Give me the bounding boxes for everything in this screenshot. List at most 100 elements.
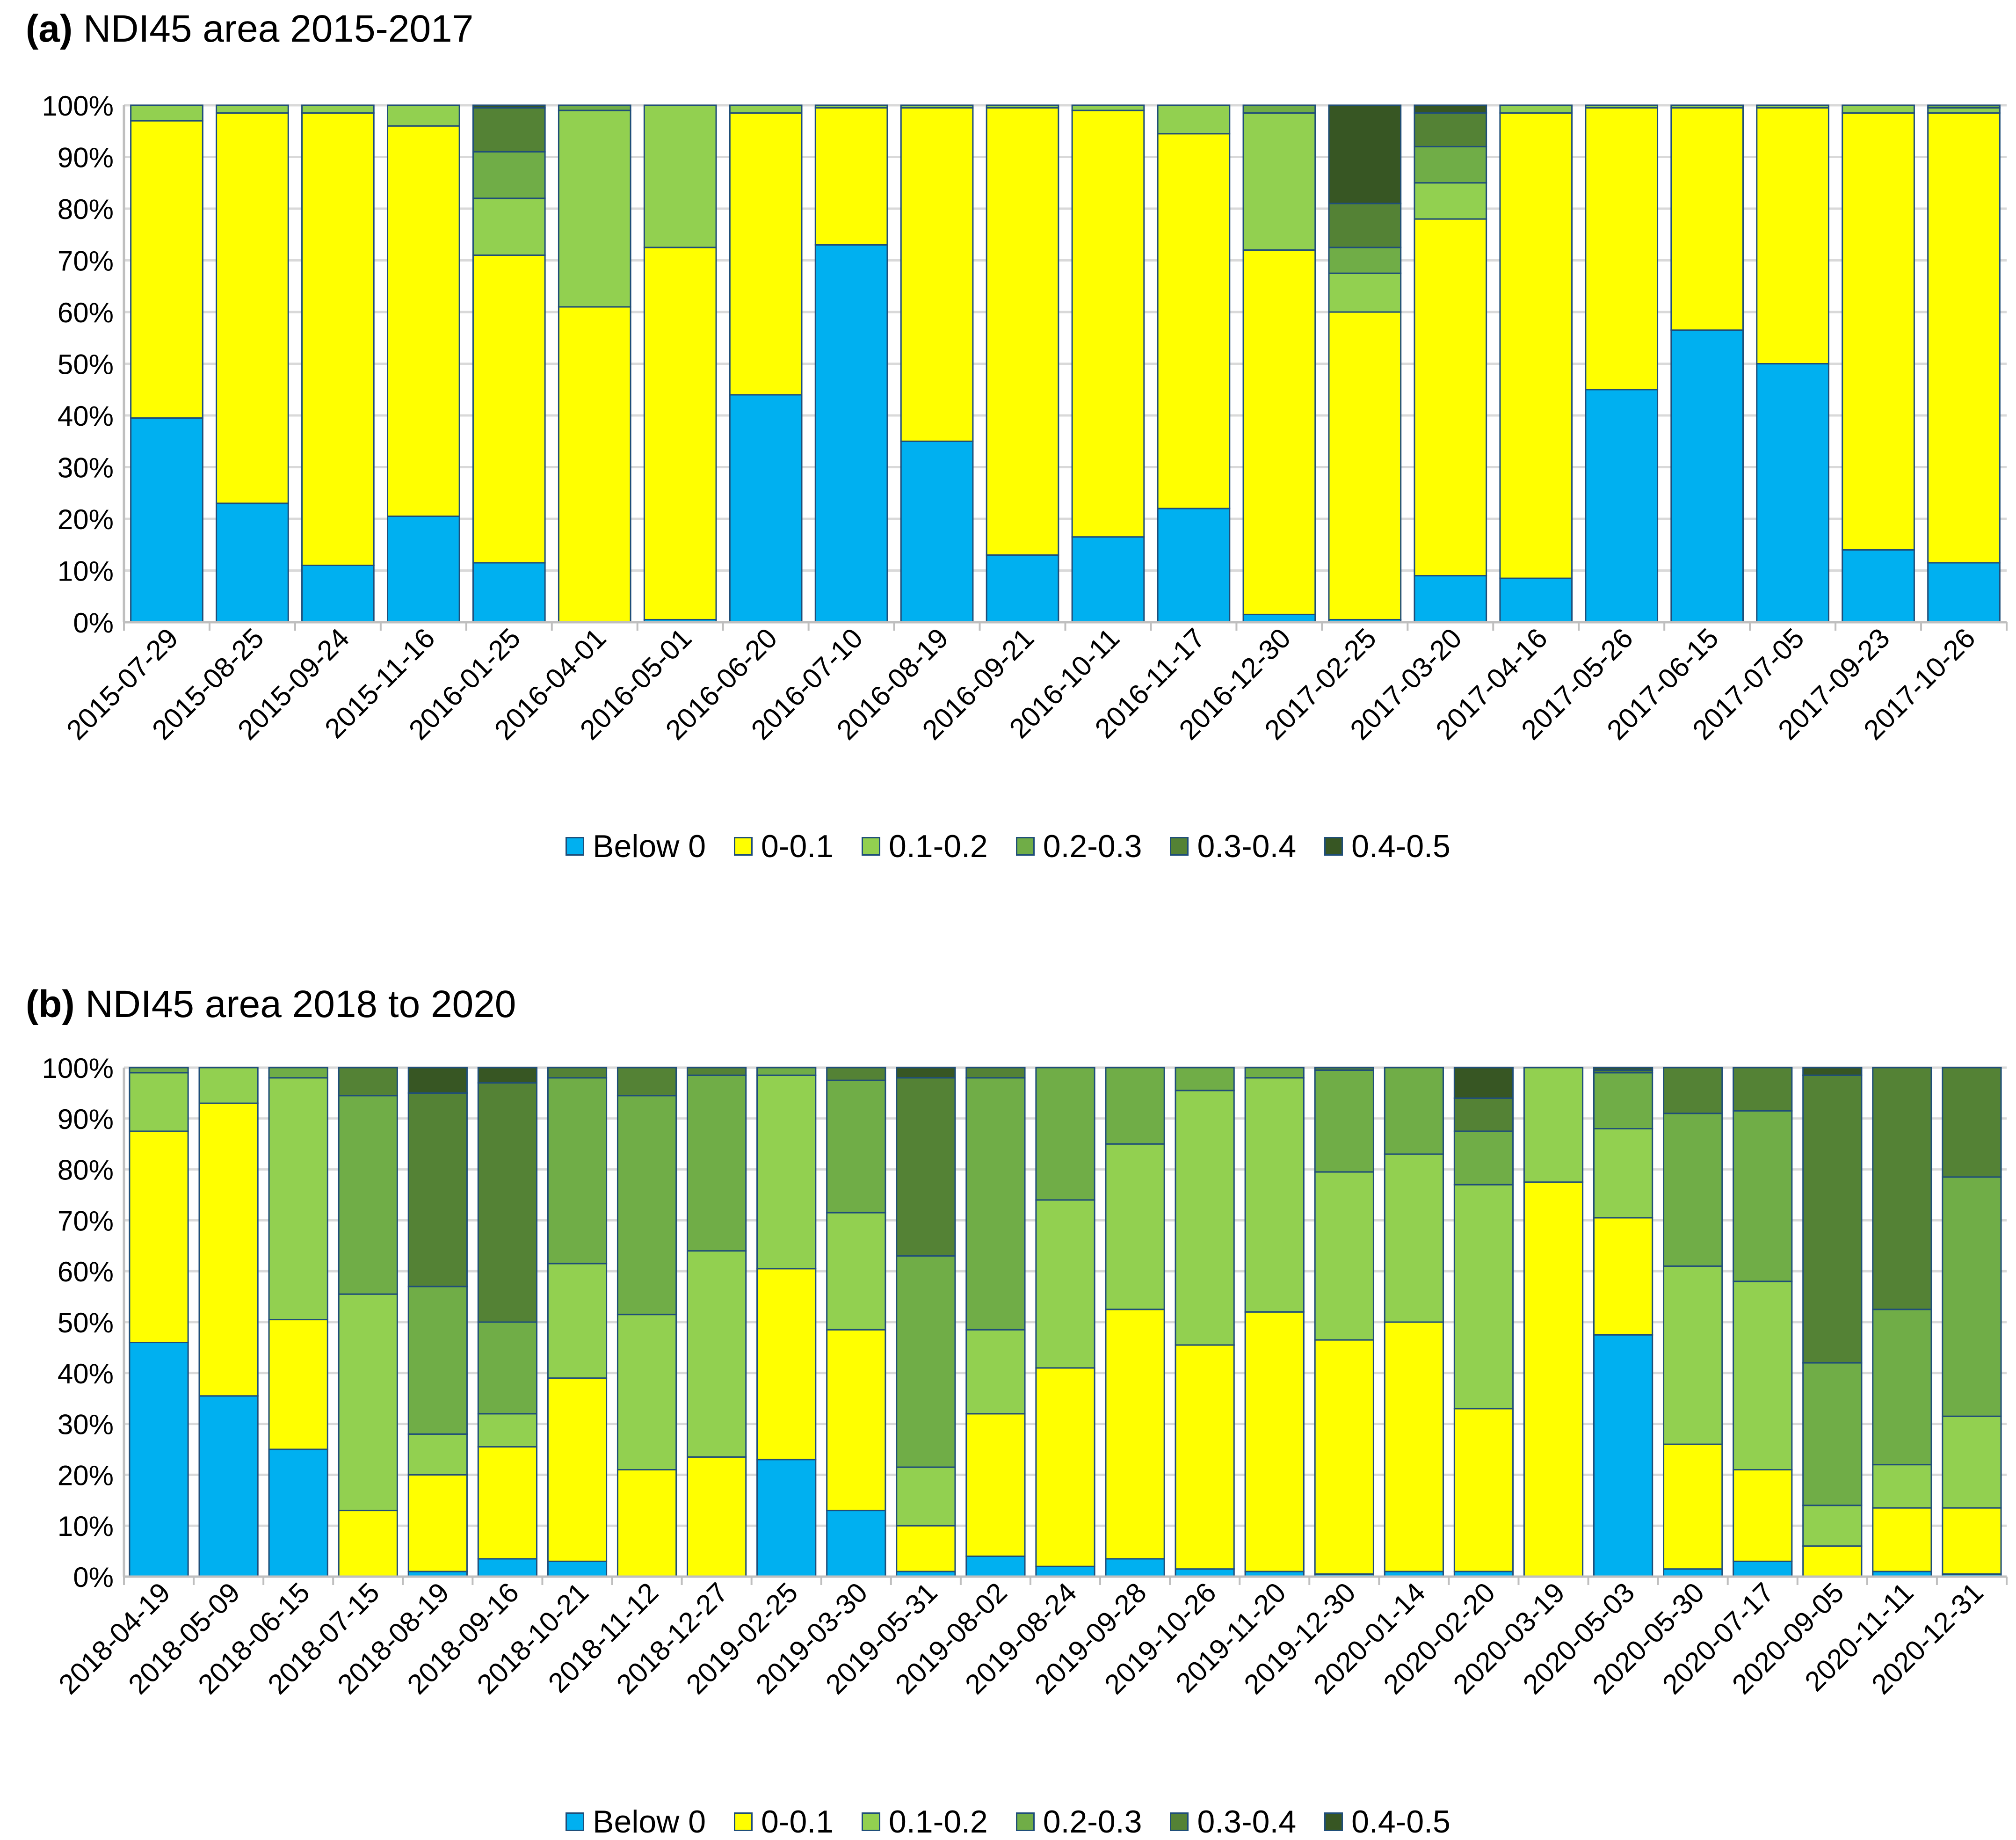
bar-segment bbox=[1593, 1128, 1653, 1219]
bar-segment bbox=[1499, 112, 1573, 579]
bar-segment bbox=[1593, 1217, 1653, 1336]
bar-segment bbox=[387, 104, 460, 127]
legend-label: 0.2-0.3 bbox=[1043, 1804, 1142, 1840]
bar-segment bbox=[407, 1067, 468, 1094]
bar-segment bbox=[1756, 104, 1829, 109]
bar-segment bbox=[1414, 145, 1487, 184]
bar-segment bbox=[129, 1072, 189, 1132]
y-tick-label: 30% bbox=[58, 1409, 114, 1440]
bar-segment bbox=[687, 1074, 747, 1252]
bar-segment bbox=[1842, 112, 1915, 551]
legend-label: 0.1-0.2 bbox=[889, 829, 988, 864]
bar-segment bbox=[1663, 1113, 1723, 1267]
bar-segment bbox=[616, 1469, 677, 1578]
y-tick-label: 20% bbox=[58, 1460, 114, 1491]
bar-segment bbox=[1414, 218, 1487, 577]
y-tick-label: 10% bbox=[58, 1511, 114, 1542]
legend-item: 0.3-0.4 bbox=[1170, 828, 1296, 865]
bar-segment bbox=[814, 244, 888, 623]
bar-segment bbox=[1593, 1072, 1653, 1130]
bar-segment bbox=[965, 1067, 1026, 1079]
bar-segment bbox=[1872, 1464, 1932, 1509]
legend-swatch bbox=[1015, 1812, 1035, 1831]
bar-segment bbox=[198, 1067, 259, 1104]
bar-segment bbox=[338, 1293, 398, 1512]
bar-segment bbox=[1314, 1171, 1374, 1341]
bar-segment bbox=[1842, 549, 1915, 623]
y-tick-label: 60% bbox=[58, 1256, 114, 1287]
bar-segment bbox=[301, 564, 375, 623]
bar-segment bbox=[1328, 203, 1402, 248]
legend-swatch bbox=[734, 837, 753, 856]
bar-segment bbox=[407, 1433, 468, 1476]
bar-segment bbox=[268, 1448, 328, 1578]
bar-segment bbox=[1842, 104, 1915, 114]
y-tick-label: 60% bbox=[58, 297, 114, 328]
bar-segment bbox=[547, 1560, 608, 1578]
bar-segment bbox=[558, 104, 631, 111]
bar-segment bbox=[1414, 575, 1487, 623]
bar-segment bbox=[756, 1268, 817, 1461]
bar-segment bbox=[687, 1456, 747, 1578]
bar-segment bbox=[1670, 329, 1744, 623]
legend-swatch bbox=[862, 1812, 881, 1831]
bar-segment bbox=[1071, 104, 1145, 111]
bar-segment bbox=[1035, 1199, 1095, 1369]
bar-segment bbox=[338, 1067, 398, 1097]
legend-label: 0.4-0.5 bbox=[1351, 829, 1450, 864]
bar-segment bbox=[1585, 104, 1659, 109]
bar-segment bbox=[477, 1321, 538, 1415]
bar-segment bbox=[1942, 1507, 2002, 1575]
bar-segment bbox=[1802, 1362, 1863, 1506]
bar-segment bbox=[826, 1079, 886, 1214]
legend-swatch bbox=[734, 1812, 753, 1831]
bar-segment bbox=[1593, 1334, 1653, 1578]
bar-segment bbox=[965, 1555, 1026, 1578]
legend-item: 0-0.1 bbox=[734, 828, 834, 865]
y-tick-label: 50% bbox=[58, 349, 114, 380]
bar-segment bbox=[547, 1377, 608, 1562]
legend-label: 0-0.1 bbox=[761, 1804, 834, 1840]
bar-segment bbox=[1157, 508, 1231, 623]
bar-segment bbox=[1105, 1558, 1165, 1578]
bar-segment bbox=[1071, 536, 1145, 623]
bar-segment bbox=[472, 104, 546, 109]
bar-segment bbox=[965, 1413, 1026, 1557]
bar-segment bbox=[643, 104, 717, 248]
y-tick-label: 90% bbox=[58, 142, 114, 174]
bar-segment bbox=[1499, 104, 1573, 114]
bar-segment bbox=[1585, 107, 1659, 391]
bar-segment bbox=[558, 109, 631, 308]
bar-segment bbox=[1328, 247, 1402, 274]
bar-segment bbox=[472, 197, 546, 256]
y-tick-label: 70% bbox=[58, 1205, 114, 1236]
y-tick-label: 20% bbox=[58, 504, 114, 535]
legend-item: Below 0 bbox=[566, 1804, 706, 1840]
bar-segment bbox=[1071, 109, 1145, 538]
bar-segment bbox=[1244, 1311, 1305, 1572]
bar-segment bbox=[1802, 1074, 1863, 1364]
bar-segment bbox=[387, 125, 460, 517]
legend-swatch bbox=[1324, 837, 1343, 856]
bar-segment bbox=[1733, 1280, 1793, 1471]
bar-segment bbox=[1035, 1067, 1095, 1201]
y-tick-label: 100% bbox=[42, 1053, 114, 1084]
legend-label: 0.2-0.3 bbox=[1043, 829, 1142, 864]
bar-segment bbox=[547, 1263, 608, 1379]
bar-segment bbox=[407, 1474, 468, 1572]
bar-segment bbox=[896, 1466, 956, 1527]
bar-segment bbox=[1670, 104, 1744, 109]
bar-segment bbox=[1414, 112, 1487, 147]
bar-segment bbox=[1802, 1505, 1863, 1547]
bar-segment bbox=[1733, 1560, 1793, 1578]
legend-label: Below 0 bbox=[593, 1804, 706, 1840]
chart-b-svg: 0%10%20%30%40%50%60%70%80%90%100%2018-04… bbox=[42, 1053, 2008, 1700]
chart-panel-b: 0% 10% 20% 30% 40% 50% 60% 70% 80% 90% 100% 2018-04… bbox=[0, 964, 2016, 1840]
bar-segment bbox=[1035, 1367, 1095, 1567]
bar-segment bbox=[1175, 1344, 1235, 1570]
bar-segment bbox=[1244, 1077, 1305, 1313]
bar-segment bbox=[1105, 1143, 1165, 1310]
bar-segment bbox=[1663, 1443, 1723, 1570]
y-tick-label: 50% bbox=[58, 1307, 114, 1338]
bar-segment bbox=[1927, 112, 2001, 564]
